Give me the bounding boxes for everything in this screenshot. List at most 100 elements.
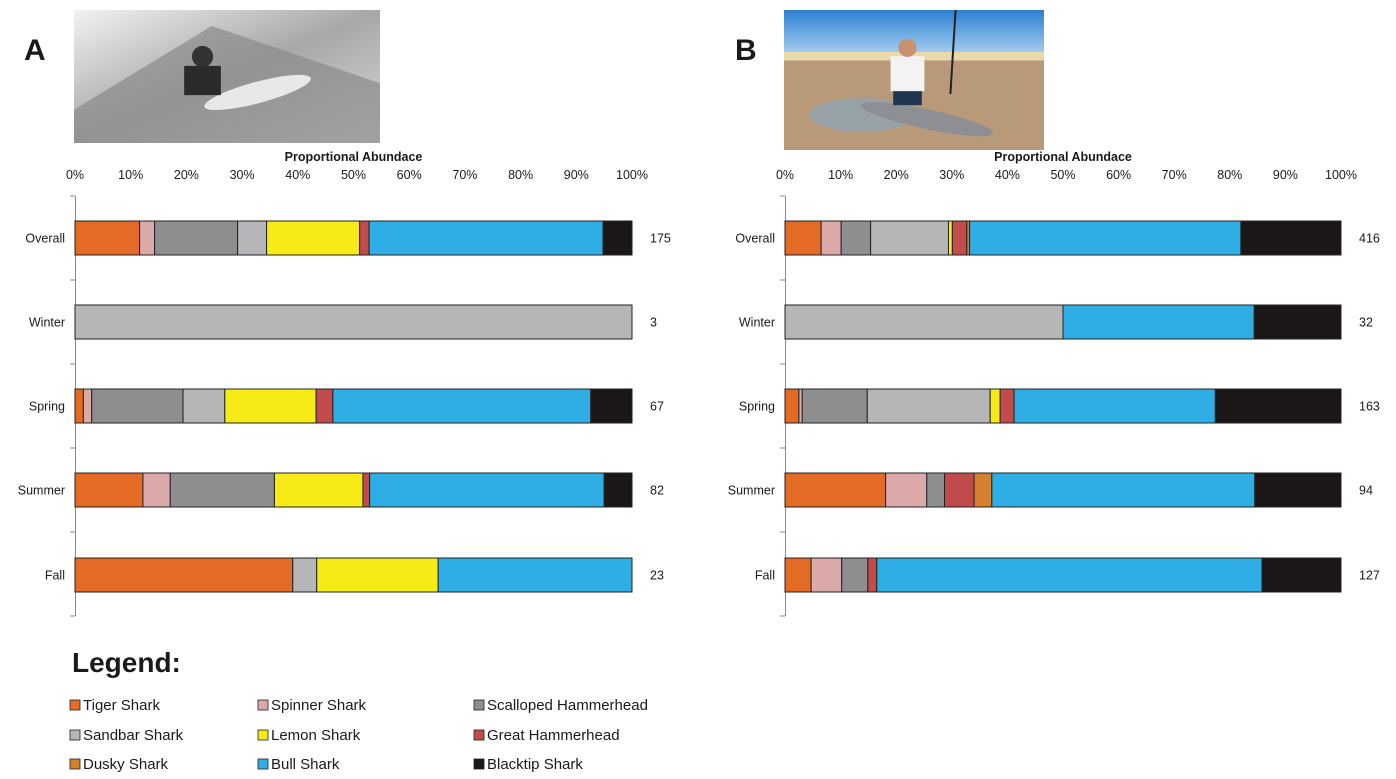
legend-label: Great Hammerhead <box>487 727 620 744</box>
bar-segment-lemon-shark <box>273 472 364 508</box>
bar-segment-scalloped-hammerhead <box>154 220 239 256</box>
legend-swatch <box>69 699 81 711</box>
legend-label: Lemon Shark <box>271 727 361 744</box>
bar-segment-tiger-shark <box>784 557 812 593</box>
category-label: Summer <box>18 484 65 498</box>
legend-swatch <box>473 729 485 741</box>
legend-swatch <box>473 758 485 770</box>
bar-segment-great-hammerhead <box>951 220 968 256</box>
bar-segment-great-hammerhead <box>359 220 370 256</box>
bar-segment-blacktip-shark <box>603 472 633 508</box>
bar-segment-lemon-shark <box>316 557 439 593</box>
x-tick-label: 80% <box>1217 168 1242 182</box>
sample-size-label: 32 <box>1359 316 1373 330</box>
bar-segment-great-hammerhead <box>315 388 334 424</box>
x-tick-label: 10% <box>828 168 853 182</box>
bar-segment-bull-shark <box>969 220 1242 256</box>
bar-segment-great-hammerhead <box>362 472 371 508</box>
bar-segment-scalloped-hammerhead <box>801 388 868 424</box>
x-tick-label: 0% <box>66 168 84 182</box>
legend-swatch <box>69 758 81 770</box>
category-label: Overall <box>25 232 65 246</box>
category-label: Overall <box>735 232 775 246</box>
bar-segment-scalloped-hammerhead <box>841 557 869 593</box>
legend-swatch <box>473 699 485 711</box>
panel-photo <box>74 10 380 143</box>
bar-segment-spinner-shark <box>798 388 803 424</box>
legend-item-sandbar-shark: Sandbar Shark <box>69 727 184 744</box>
chart-panel-a: A Proportional Abundace 0% 10% 20% 30% 40% 50% 6… <box>18 10 671 617</box>
bar-segment-spinner-shark <box>142 472 171 508</box>
bar-segment-bull-shark <box>368 220 604 256</box>
bar-segment-blacktip-shark <box>1253 304 1342 340</box>
x-tick-label: 70% <box>452 168 477 182</box>
legend-swatch <box>69 729 81 741</box>
bar-segment-bull-shark <box>1062 304 1255 340</box>
bar-row-fall <box>74 557 633 593</box>
legend-label: Spinner Shark <box>271 697 367 714</box>
category-label: Winter <box>739 316 775 330</box>
legend-item-dusky-shark: Dusky Shark <box>69 756 169 773</box>
legend-swatch <box>257 699 269 711</box>
bar-row-winter <box>74 304 633 340</box>
x-tick-label: 90% <box>1273 168 1298 182</box>
jetty-rock-shape <box>74 25 380 143</box>
sample-size-label: 94 <box>1359 484 1373 498</box>
person-shorts-shape <box>893 91 922 106</box>
legend: Legend: Tiger Shark Spinner Shark Scalloped… <box>69 647 648 773</box>
bar-segment-great-hammerhead <box>999 388 1015 424</box>
bar-segment-scalloped-hammerhead <box>840 220 872 256</box>
x-tick-label: 40% <box>285 168 310 182</box>
bar-segment-spinner-shark <box>82 388 93 424</box>
legend-label: Tiger Shark <box>83 697 160 714</box>
bar-segment-sandbar-shark <box>74 304 633 340</box>
category-label: Spring <box>29 400 65 414</box>
x-axis-title: Proportional Abundace <box>994 150 1132 164</box>
bar-segment-bull-shark <box>437 557 633 593</box>
bar-segment-tiger-shark <box>784 220 822 256</box>
legend-label: Dusky Shark <box>83 756 169 773</box>
bar-segment-scalloped-hammerhead <box>169 472 275 508</box>
bar-segment-blacktip-shark <box>602 220 633 256</box>
bar-row-summer <box>784 472 1342 508</box>
x-tick-label: 100% <box>616 168 648 182</box>
bar-segment-sandbar-shark <box>870 220 949 256</box>
person-body-shape <box>184 65 221 96</box>
x-tick-label: 60% <box>1106 168 1131 182</box>
category-label: Fall <box>755 569 775 583</box>
legend-item-blacktip-shark: Blacktip Shark <box>473 756 583 773</box>
legend-label: Bull Shark <box>271 756 340 773</box>
bar-segment-sandbar-shark <box>292 557 318 593</box>
x-tick-label: 50% <box>1050 168 1075 182</box>
chart-panel-b: B Proportional Abundace 0% 10% 20% 30% 40% 50% 6… <box>728 9 1380 617</box>
panel-label: B <box>735 34 757 67</box>
bar-segment-great-hammerhead <box>944 472 975 508</box>
legend-item-scalloped-hammerhead: Scalloped Hammerhead <box>473 697 648 714</box>
bar-segment-spinner-shark <box>810 557 843 593</box>
shark-shape <box>860 102 994 137</box>
bar-segment-scalloped-hammerhead <box>926 472 946 508</box>
bar-row-overall <box>784 220 1342 256</box>
bar-segment-blacktip-shark <box>1261 557 1342 593</box>
shark-shape <box>204 74 311 111</box>
sample-size-label: 163 <box>1359 400 1380 414</box>
x-tick-label: 40% <box>995 168 1020 182</box>
x-tick-label: 70% <box>1162 168 1187 182</box>
sample-size-label: 23 <box>650 569 664 583</box>
bar-segment-blacktip-shark <box>590 388 633 424</box>
bar-segment-bull-shark <box>1013 388 1216 424</box>
bar-segment-tiger-shark <box>74 557 294 593</box>
person-head-shape <box>898 38 917 57</box>
bar-segment-spinner-shark <box>820 220 842 256</box>
x-tick-label: 30% <box>230 168 255 182</box>
bar-segment-tiger-shark <box>74 388 84 424</box>
x-tick-label: 100% <box>1325 168 1357 182</box>
category-label: Summer <box>728 484 775 498</box>
bar-segment-tiger-shark <box>784 388 800 424</box>
sample-size-label: 82 <box>650 484 664 498</box>
legend-item-great-hammerhead: Great Hammerhead <box>473 727 620 744</box>
legend-label: Scalloped Hammerhead <box>487 697 648 714</box>
bar-segment-lemon-shark <box>989 388 1001 424</box>
panel-label: A <box>24 34 46 67</box>
